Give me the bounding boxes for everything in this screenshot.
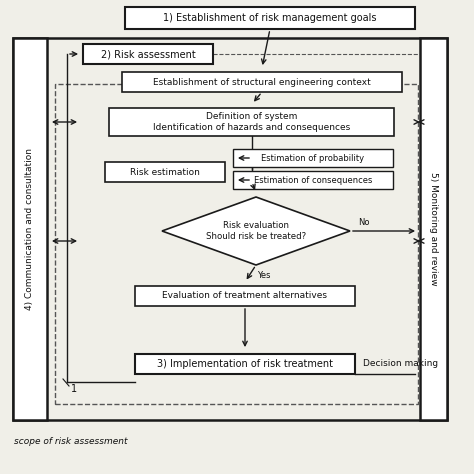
Text: Decision making: Decision making: [363, 359, 438, 368]
FancyBboxPatch shape: [13, 38, 447, 420]
Text: Estimation of consequences: Estimation of consequences: [254, 175, 372, 184]
Text: Risk estimation: Risk estimation: [130, 167, 200, 176]
FancyBboxPatch shape: [233, 149, 393, 167]
Text: Estimation of probability: Estimation of probability: [262, 154, 365, 163]
Text: 4) Communication and consultation: 4) Communication and consultation: [26, 148, 35, 310]
Text: Yes: Yes: [257, 271, 271, 280]
FancyBboxPatch shape: [83, 44, 213, 64]
Text: Establishment of structural engineering context: Establishment of structural engineering …: [153, 78, 371, 86]
Text: Evaluation of treatment alternatives: Evaluation of treatment alternatives: [163, 292, 328, 301]
Text: 2) Risk assessment: 2) Risk assessment: [100, 49, 195, 59]
Polygon shape: [162, 197, 350, 265]
Text: No: No: [358, 218, 370, 227]
Text: 1: 1: [71, 384, 77, 394]
FancyBboxPatch shape: [105, 162, 225, 182]
FancyBboxPatch shape: [109, 108, 394, 136]
Text: Definition of system
Identification of hazards and consequences: Definition of system Identification of h…: [154, 112, 351, 132]
Text: 1) Establishment of risk management goals: 1) Establishment of risk management goal…: [163, 13, 377, 23]
FancyBboxPatch shape: [420, 38, 447, 420]
FancyBboxPatch shape: [135, 354, 355, 374]
Text: scope of risk assessment: scope of risk assessment: [14, 438, 128, 447]
FancyBboxPatch shape: [13, 38, 47, 420]
FancyBboxPatch shape: [125, 7, 415, 29]
Text: 3) Implementation of risk treatment: 3) Implementation of risk treatment: [157, 359, 333, 369]
FancyBboxPatch shape: [122, 72, 402, 92]
FancyBboxPatch shape: [233, 171, 393, 189]
Text: Risk evaluation
Should risk be treated?: Risk evaluation Should risk be treated?: [206, 221, 306, 241]
FancyBboxPatch shape: [135, 286, 355, 306]
Text: 5) Monitoring and review: 5) Monitoring and review: [429, 172, 438, 286]
